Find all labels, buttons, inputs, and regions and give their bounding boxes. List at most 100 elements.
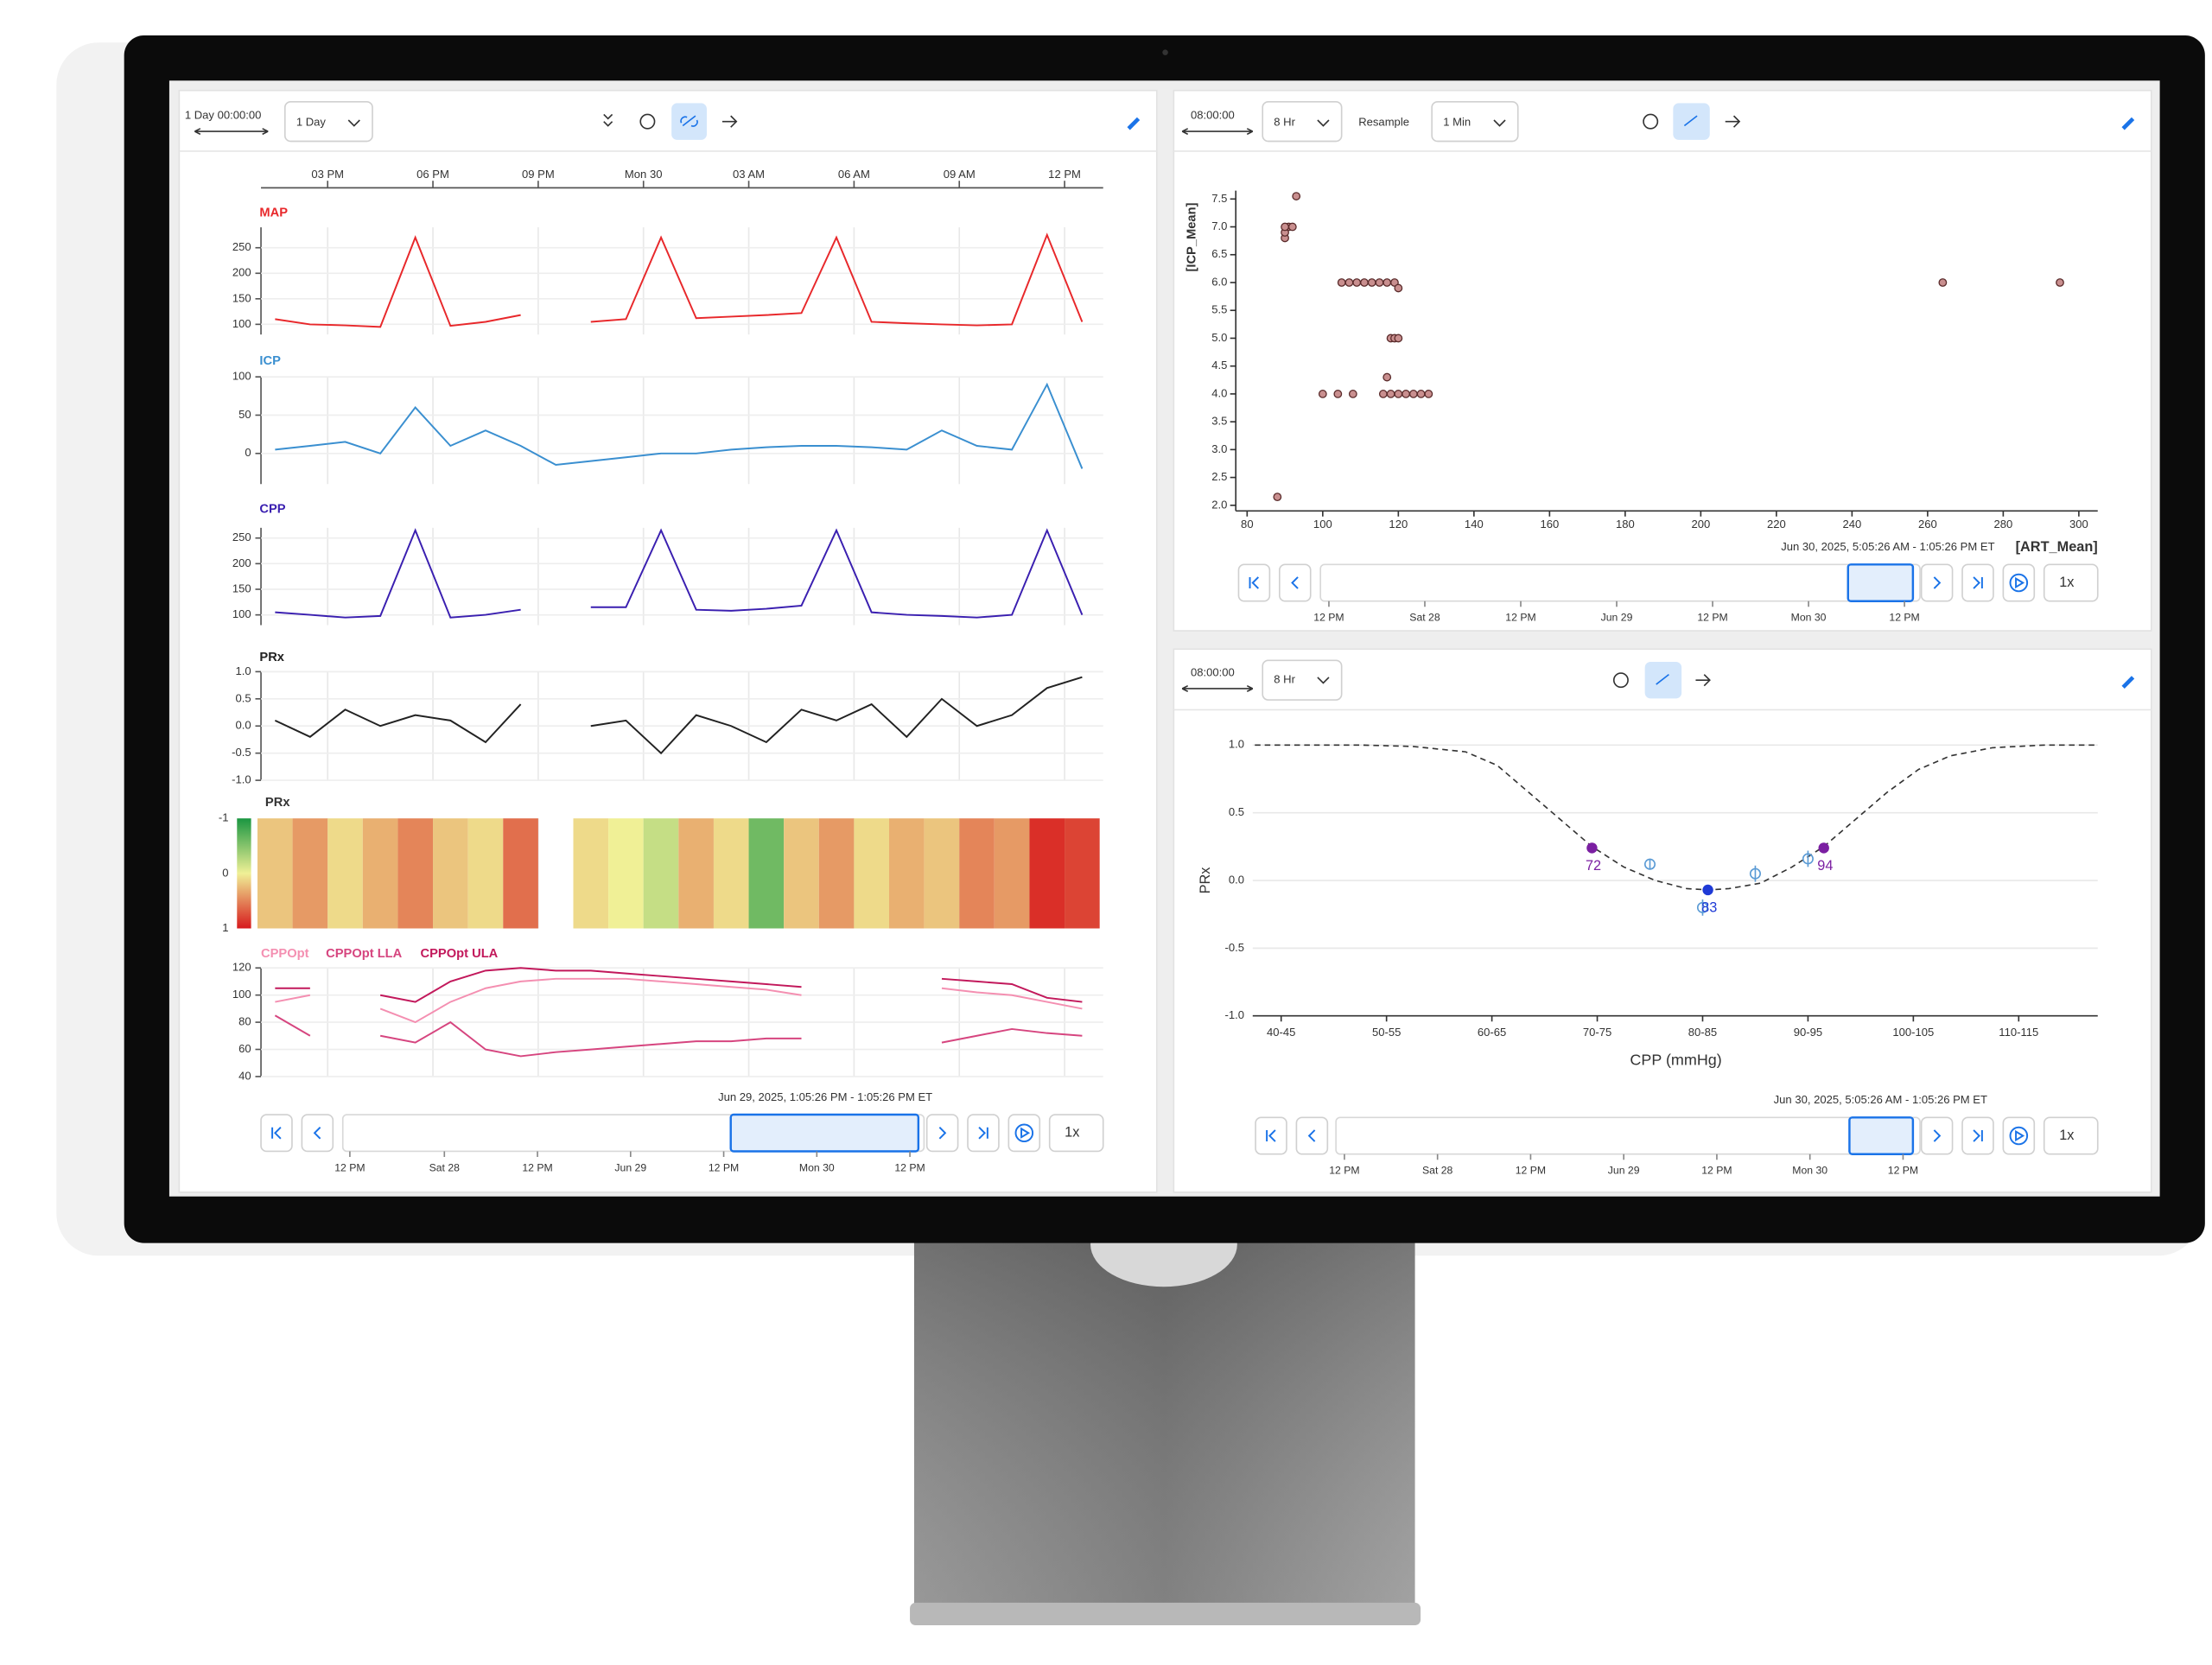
nav-label: 12 PM bbox=[522, 1161, 552, 1173]
series-line bbox=[275, 977, 1083, 1024]
x-tick-label: 280 bbox=[1993, 518, 2012, 531]
nav-button[interactable] bbox=[1255, 1116, 1287, 1155]
nav-selection[interactable] bbox=[729, 1113, 920, 1153]
x-tick-label: 220 bbox=[1767, 518, 1786, 531]
link-button[interactable] bbox=[1644, 661, 1682, 699]
heat-stripe bbox=[889, 818, 925, 929]
heat-stripe bbox=[713, 818, 749, 929]
y-tick-label: -0.5 bbox=[232, 746, 251, 759]
scatter-point bbox=[1938, 278, 1948, 287]
x-tick-label: 80 bbox=[1241, 518, 1254, 531]
series-label: CPP bbox=[259, 502, 285, 516]
time-tick-label: 03 PM bbox=[311, 168, 344, 181]
window-label: 1 Day 00:00:00 bbox=[185, 109, 261, 122]
forward-icon[interactable] bbox=[1695, 674, 1711, 687]
link-button[interactable] bbox=[1673, 103, 1710, 140]
forward-icon[interactable] bbox=[1725, 115, 1741, 128]
y-tick-label: 2.5 bbox=[1211, 470, 1227, 483]
nav-button[interactable] bbox=[2002, 563, 2036, 602]
span-arrow bbox=[1181, 128, 1254, 136]
nav-button[interactable] bbox=[967, 1114, 1000, 1153]
y-tick-label: 250 bbox=[232, 531, 251, 543]
nav-label: 12 PM bbox=[1697, 612, 1727, 624]
optimum-point bbox=[1586, 842, 1598, 854]
subtitle: Jun 30, 2025, 5:05:26 AM - 1:05:26 PM ET bbox=[1774, 1093, 1987, 1106]
speed-button[interactable] bbox=[2043, 563, 2099, 602]
nav-button[interactable] bbox=[1920, 563, 1954, 602]
heat-stripe bbox=[1065, 818, 1100, 929]
window-label: 08:00:00 bbox=[1191, 109, 1235, 122]
x-tick-label: 100 bbox=[1313, 518, 1332, 531]
x-tick-label: 260 bbox=[1918, 518, 1937, 531]
y-tick-label: 120 bbox=[232, 961, 251, 974]
history-icon[interactable] bbox=[639, 113, 656, 130]
heat-stripe bbox=[678, 818, 714, 929]
edit-icon[interactable] bbox=[1127, 117, 1141, 130]
nav-track[interactable] bbox=[1319, 563, 1921, 602]
colorbar-label: -1 bbox=[219, 811, 229, 824]
nav-button[interactable] bbox=[1295, 1116, 1329, 1155]
nav-icon bbox=[1266, 1129, 1276, 1142]
bin-mean bbox=[1643, 858, 1656, 870]
time-tick-label: 03 AM bbox=[733, 168, 765, 181]
x-tick-label: 90-95 bbox=[1794, 1026, 1822, 1039]
series-label: CPPOpt ULA bbox=[421, 947, 499, 961]
forward-icon[interactable] bbox=[721, 115, 738, 128]
y-axis-label: [ICP_Mean] bbox=[1185, 202, 1198, 271]
range-dropdown[interactable] bbox=[1262, 659, 1343, 701]
series-label: PRx bbox=[259, 651, 284, 664]
range-dropdown[interactable] bbox=[1262, 100, 1343, 143]
span-arrow bbox=[1181, 684, 1254, 692]
optimum-point bbox=[1818, 842, 1829, 854]
bin-mean bbox=[1802, 853, 1814, 865]
nav-button[interactable] bbox=[2002, 1116, 2036, 1155]
nav-selection[interactable] bbox=[1847, 563, 1915, 602]
nav-button[interactable] bbox=[1007, 1114, 1041, 1153]
edit-icon[interactable] bbox=[2121, 117, 2135, 130]
scatter-point bbox=[1394, 283, 1403, 293]
nav-selection[interactable] bbox=[1848, 1116, 1915, 1155]
chevron bbox=[1317, 677, 1330, 684]
resample-dropdown[interactable] bbox=[1431, 100, 1519, 143]
scatter-point bbox=[1382, 372, 1392, 382]
nav-button[interactable] bbox=[925, 1114, 959, 1153]
scatter-point bbox=[1337, 278, 1346, 287]
collapse-icon[interactable] bbox=[603, 113, 613, 127]
nav-button[interactable] bbox=[301, 1114, 334, 1153]
y-tick-label: -0.5 bbox=[1225, 941, 1244, 954]
x-tick-label: 70-75 bbox=[1583, 1026, 1611, 1039]
nav-icon bbox=[1291, 576, 1299, 589]
y-tick-label: 200 bbox=[232, 266, 251, 279]
speed-button[interactable] bbox=[1048, 1114, 1104, 1153]
nav-track[interactable] bbox=[1335, 1116, 1921, 1155]
bin-mean bbox=[1749, 867, 1761, 880]
edit-icon[interactable] bbox=[2121, 676, 2135, 689]
x-tick-label: 120 bbox=[1389, 518, 1408, 531]
heat-stripe bbox=[959, 818, 995, 929]
nav-button[interactable] bbox=[1961, 563, 1994, 602]
speed-button[interactable] bbox=[2043, 1116, 2099, 1155]
heat-stripe bbox=[608, 818, 644, 929]
y-tick-label: 0.5 bbox=[1229, 805, 1244, 818]
scatter-point bbox=[1367, 278, 1376, 287]
speed-label: 1x bbox=[2059, 1128, 2074, 1143]
nav-button[interactable] bbox=[1961, 1116, 1994, 1155]
nav-button[interactable] bbox=[1237, 563, 1271, 602]
nav-button[interactable] bbox=[1279, 563, 1312, 602]
history-icon[interactable] bbox=[1643, 113, 1659, 130]
series-label: CPPOpt LLA bbox=[326, 947, 403, 961]
scatter-point bbox=[1382, 278, 1392, 287]
y-tick-label: 3.0 bbox=[1211, 442, 1227, 455]
y-tick-label: 4.5 bbox=[1211, 359, 1227, 372]
x-tick-label: 80-85 bbox=[1688, 1026, 1717, 1039]
point-label: 83 bbox=[1701, 900, 1717, 916]
x-tick-label: 60-65 bbox=[1478, 1026, 1506, 1039]
nav-button[interactable] bbox=[1920, 1116, 1954, 1155]
history-icon[interactable] bbox=[1612, 672, 1629, 689]
nav-label: 12 PM bbox=[334, 1161, 365, 1173]
range-dropdown[interactable] bbox=[283, 100, 373, 143]
nav-button[interactable] bbox=[260, 1114, 293, 1153]
nav-label: Sat 28 bbox=[1422, 1165, 1453, 1177]
heat-stripe bbox=[292, 818, 328, 929]
